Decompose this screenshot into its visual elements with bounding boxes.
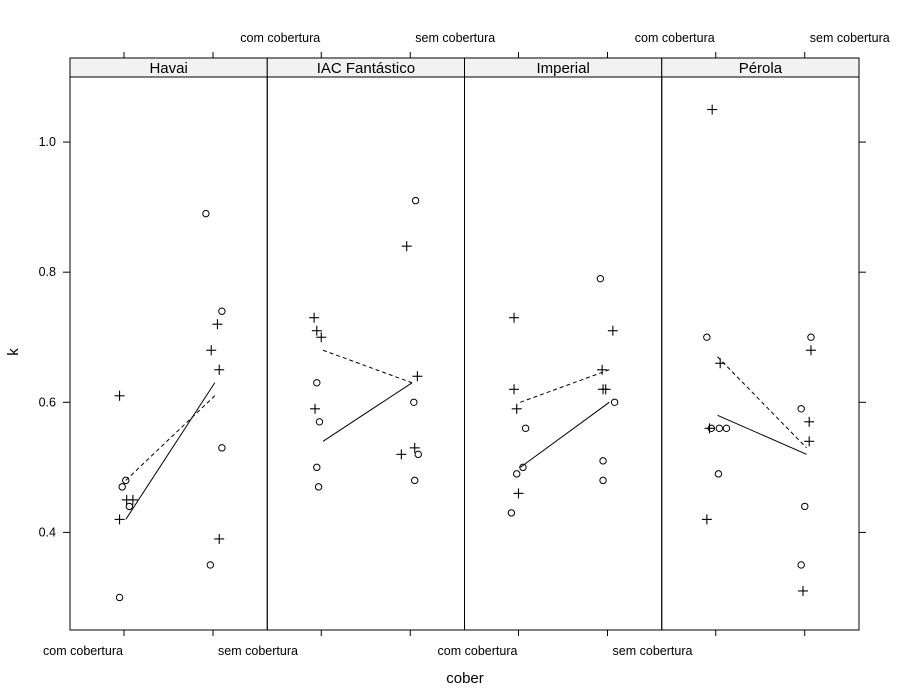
dashed-trend-line <box>717 356 807 449</box>
circle-point <box>507 509 516 517</box>
panel-frame <box>266 76 465 631</box>
circle-point <box>801 502 809 511</box>
plus-point <box>509 384 520 395</box>
circle-point <box>202 209 210 218</box>
circle-point <box>519 463 527 472</box>
plus-point <box>309 312 320 323</box>
circle-point <box>513 470 521 478</box>
x-tick-label: sem cobertura <box>613 644 693 658</box>
circle-point <box>722 424 731 433</box>
plus-point <box>114 514 125 525</box>
panel-title: Havai <box>149 60 187 77</box>
circle-point <box>410 398 418 406</box>
plus-point <box>597 364 608 375</box>
x-tick-label: com cobertura <box>43 644 123 658</box>
plus-point <box>114 390 125 401</box>
circle-point <box>414 450 422 459</box>
dashed-trend-line <box>520 369 610 403</box>
circle-point <box>314 483 323 491</box>
plus-point <box>311 325 322 336</box>
axes-layer: com cobertura sem cobertura com cobertura s… <box>39 31 890 658</box>
y-tick-label: 0.8 <box>39 265 56 279</box>
y-tick-label: 0.6 <box>39 395 56 409</box>
circle-point <box>797 561 805 569</box>
circle-point <box>714 470 723 478</box>
plus-point <box>511 403 522 414</box>
plus-point <box>701 514 712 525</box>
plus-point <box>316 332 327 343</box>
x-tick-label: com cobertura <box>438 644 518 658</box>
circle-point <box>218 307 226 315</box>
plus-point <box>805 345 816 356</box>
plus-point <box>409 442 420 453</box>
plus-point <box>715 358 726 369</box>
circle-point <box>521 424 530 433</box>
plus-point <box>310 403 321 414</box>
plus-point <box>707 104 718 115</box>
circle-point <box>715 424 724 433</box>
circle-point <box>218 444 226 452</box>
circle-point <box>206 561 215 569</box>
plus-point <box>804 416 815 427</box>
circle-point <box>315 418 324 426</box>
panel-title: Pérola <box>739 60 783 77</box>
panel-title: IAC Fantástico <box>317 60 415 77</box>
circle-point <box>807 333 815 341</box>
y-tick-label: 0.4 <box>39 525 56 539</box>
panel-iac-fant-stico: IAC Fantástico <box>266 57 465 631</box>
plus-point <box>214 533 225 544</box>
circle-point <box>411 196 420 205</box>
dashed-trend-line <box>125 395 216 481</box>
plus-point <box>214 364 225 375</box>
plus-point <box>396 449 407 460</box>
panel-havai: Havai <box>69 57 268 631</box>
circle-point <box>115 593 124 602</box>
circle-point <box>599 457 607 465</box>
circle-point <box>122 476 130 485</box>
panel-p-rola: Pérola <box>661 57 860 631</box>
y-axis-label: k <box>5 348 22 356</box>
panel-frame <box>464 76 663 631</box>
panel-frame <box>661 76 860 631</box>
circle-point <box>411 476 419 485</box>
plus-point <box>212 319 223 330</box>
solid-trend-line <box>125 382 216 520</box>
solid-trend-line <box>322 382 413 442</box>
plus-point <box>127 494 138 505</box>
dashed-trend-line <box>322 349 413 384</box>
solid-trend-line <box>717 414 807 455</box>
x-tick-label: com cobertura <box>240 31 320 45</box>
plus-point <box>513 488 524 499</box>
plus-point <box>412 371 423 382</box>
circle-point <box>610 398 619 406</box>
plus-point <box>600 384 611 395</box>
x-tick-label: sem cobertura <box>810 31 890 45</box>
plus-point <box>401 241 412 252</box>
solid-trend-line <box>519 401 610 468</box>
plus-point <box>804 436 815 447</box>
circle-point <box>596 274 605 283</box>
x-tick-label: sem cobertura <box>218 644 298 658</box>
circle-point <box>313 379 321 387</box>
plus-point <box>206 345 217 356</box>
circle-point <box>125 502 134 511</box>
panel-title: Imperial <box>536 60 589 77</box>
circle-point <box>797 405 805 413</box>
circle-point <box>599 476 607 485</box>
x-tick-label: sem cobertura <box>415 31 495 45</box>
plus-point <box>509 312 520 323</box>
plus-point <box>704 423 715 434</box>
x-tick-label: com cobertura <box>635 31 715 45</box>
plus-point <box>797 585 808 596</box>
circle-point <box>703 333 711 341</box>
x-axis-label: cober <box>446 670 484 687</box>
panel-imperial: Imperial <box>464 57 663 631</box>
plus-point <box>607 325 618 336</box>
panels-layer: Havai IAC Fantástico Imperial Pérola <box>69 57 860 631</box>
panel-frame <box>69 76 268 631</box>
circle-point <box>118 483 126 491</box>
y-tick-label: 1.0 <box>39 135 56 149</box>
circle-point <box>313 463 321 472</box>
